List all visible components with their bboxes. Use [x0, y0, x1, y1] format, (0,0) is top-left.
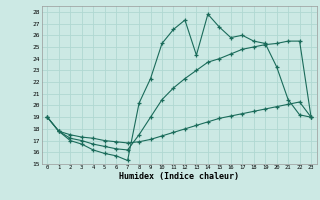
X-axis label: Humidex (Indice chaleur): Humidex (Indice chaleur) [119, 172, 239, 181]
